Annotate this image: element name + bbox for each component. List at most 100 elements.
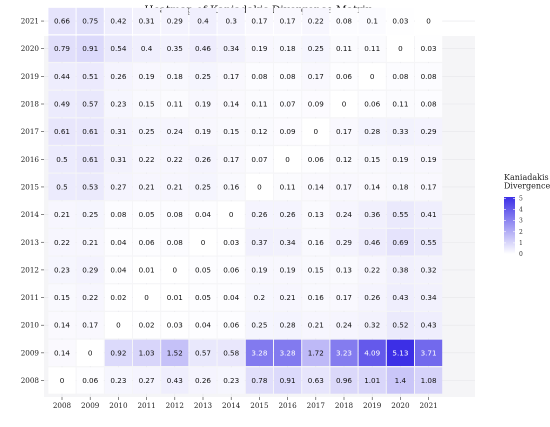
cell-value-label: 0.17: [336, 127, 352, 136]
cell-value-label: 4.09: [364, 348, 380, 357]
cell-value-label: 0.78: [251, 376, 267, 385]
heatmap-cell: [217, 63, 245, 90]
heatmap-cell: [48, 35, 76, 62]
heatmap-cell: [358, 339, 386, 367]
heatmap-cell: [386, 339, 414, 367]
y-tick-label: 2013: [21, 238, 40, 247]
cell-value-label: 0.25: [82, 210, 98, 219]
heatmap-cell: [217, 256, 245, 284]
cell-value-label: 3.71: [421, 348, 437, 357]
heatmap-cell: [274, 35, 302, 62]
cell-value-label: 0.58: [223, 348, 239, 357]
cell-value-label: 0.21: [139, 182, 155, 191]
heatmap-cell: [189, 312, 217, 339]
heatmap-cell: [358, 256, 386, 284]
cell-value-label: 0: [314, 127, 319, 136]
heatmap-cell: [386, 229, 414, 256]
cell-value-label: 0: [398, 44, 403, 53]
heatmap-cell: [302, 201, 330, 228]
heatmap-cell: [245, 201, 273, 228]
cell-value-label: 0.2: [254, 293, 265, 302]
heatmap-cell: [217, 90, 245, 118]
heatmap-cell: [189, 229, 217, 256]
cell-value-label: 1.03: [139, 348, 155, 357]
heatmap-cell: [415, 7, 443, 35]
cell-value-label: 0.53: [82, 182, 98, 191]
cell-value-label: 0.31: [139, 17, 155, 26]
cell-value-label: 0.06: [139, 238, 155, 247]
cell-value-label: 0.07: [251, 155, 267, 164]
heatmap-cell: [415, 312, 443, 339]
y-tick-label: 2008: [21, 376, 40, 385]
cell-value-label: 0.01: [139, 265, 155, 274]
heatmap-cell: [104, 146, 132, 173]
heatmap-cell: [415, 35, 443, 62]
cell-value-label: 0.08: [392, 72, 408, 81]
heatmap-cell: [302, 339, 330, 367]
cell-value-label: 0.03: [167, 321, 183, 330]
cell-value-label: 0.52: [392, 321, 408, 330]
cell-value-label: 0.04: [223, 293, 239, 302]
cell-value-label: 0: [144, 293, 149, 302]
heatmap-cell: [133, 35, 161, 62]
heatmap-cell: [76, 284, 104, 311]
cell-value-label: 0.18: [392, 182, 408, 191]
heatmap-cell: [104, 118, 132, 145]
cell-value-label: 0.06: [223, 265, 239, 274]
cell-value-label: 0.15: [364, 155, 380, 164]
heatmap-cell: [330, 229, 358, 256]
cell-value-label: 0.17: [308, 72, 324, 81]
x-tick-label: 2015: [250, 401, 269, 410]
heatmap-cell: [330, 201, 358, 228]
cell-value-label: 0.17: [336, 293, 352, 302]
heatmap-cell: [133, 284, 161, 311]
heatmap-cell: [245, 339, 273, 367]
cell-value-label: 0.22: [308, 17, 324, 26]
heatmap-cell-labels: 0 0.06 0.23 0.27 0.43 0.26 0.23 0.78 0.91 0.63 0.9…: [54, 17, 437, 385]
heatmap-cell: [133, 173, 161, 201]
cell-value-label: 0.05: [139, 210, 155, 219]
heatmap-cell: [386, 35, 414, 62]
x-tick-label: 2011: [137, 401, 155, 410]
legend-title: Divergence: [504, 182, 550, 191]
heatmap-cell: [104, 173, 132, 201]
cell-value-label: 0.22: [54, 238, 70, 247]
heatmap-cell: [386, 201, 414, 228]
cell-value-label: 0: [116, 321, 121, 330]
cell-value-label: 0.13: [308, 210, 324, 219]
heatmap-cell: [302, 312, 330, 339]
heatmap-cell: [415, 201, 443, 228]
legend-tick-label: 4: [519, 207, 523, 214]
heatmap-cell: [104, 339, 132, 367]
cell-value-label: 0.15: [223, 127, 239, 136]
cell-value-label: 0.1: [366, 17, 377, 26]
y-tick-label: 2012: [21, 265, 39, 274]
cell-value-label: 0.11: [364, 44, 380, 53]
cell-value-label: 0.12: [336, 155, 352, 164]
cell-value-label: 0.43: [392, 293, 408, 302]
y-tick-label: 2021: [21, 17, 39, 26]
heatmap-cell: [48, 367, 76, 394]
cell-value-label: 0.06: [364, 100, 380, 109]
cell-value-label: 0.17: [280, 17, 296, 26]
cell-value-label: 0.14: [54, 348, 70, 357]
cell-value-label: 0.17: [82, 321, 98, 330]
cell-value-label: 0.08: [167, 238, 183, 247]
heatmap-cell: [386, 312, 414, 339]
x-tick-label: 2008: [53, 401, 72, 410]
cell-value-label: 0.4: [141, 44, 153, 53]
cell-value-label: 0.43: [421, 321, 437, 330]
heatmap-cell: [358, 229, 386, 256]
heatmap-cell: [189, 173, 217, 201]
heatmap-cell: [302, 173, 330, 201]
cell-value-label: 0.26: [364, 293, 380, 302]
heatmap-cell: [76, 367, 104, 394]
heatmap-cell: [161, 35, 189, 62]
cell-value-label: 0.22: [167, 155, 183, 164]
cell-value-label: 0.07: [280, 100, 296, 109]
cell-value-label: 0.34: [421, 293, 437, 302]
cell-value-label: 0: [285, 155, 290, 164]
cell-value-label: 0.34: [280, 238, 296, 247]
heatmap-cell: [104, 7, 132, 35]
cell-value-label: 0.34: [223, 44, 239, 53]
